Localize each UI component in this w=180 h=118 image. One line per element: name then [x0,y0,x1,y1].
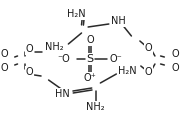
Text: O: O [172,63,179,73]
Text: NH₂: NH₂ [86,102,105,112]
Text: O: O [145,67,152,77]
Text: O: O [145,43,152,53]
Text: H₂N: H₂N [67,9,85,19]
Text: ⁻O: ⁻O [57,54,70,64]
Text: HN: HN [55,89,69,99]
Text: NH: NH [111,16,125,26]
Text: NH₂: NH₂ [45,42,64,52]
Text: O: O [1,49,8,59]
Text: O: O [86,35,94,45]
Text: O: O [26,67,34,77]
Text: O⁺: O⁺ [84,73,96,83]
Text: O: O [26,44,34,54]
Text: S: S [86,54,94,64]
Text: O: O [172,49,179,59]
Text: O⁻: O⁻ [110,54,123,64]
Text: H₂N: H₂N [118,66,137,76]
Text: O: O [1,63,8,73]
